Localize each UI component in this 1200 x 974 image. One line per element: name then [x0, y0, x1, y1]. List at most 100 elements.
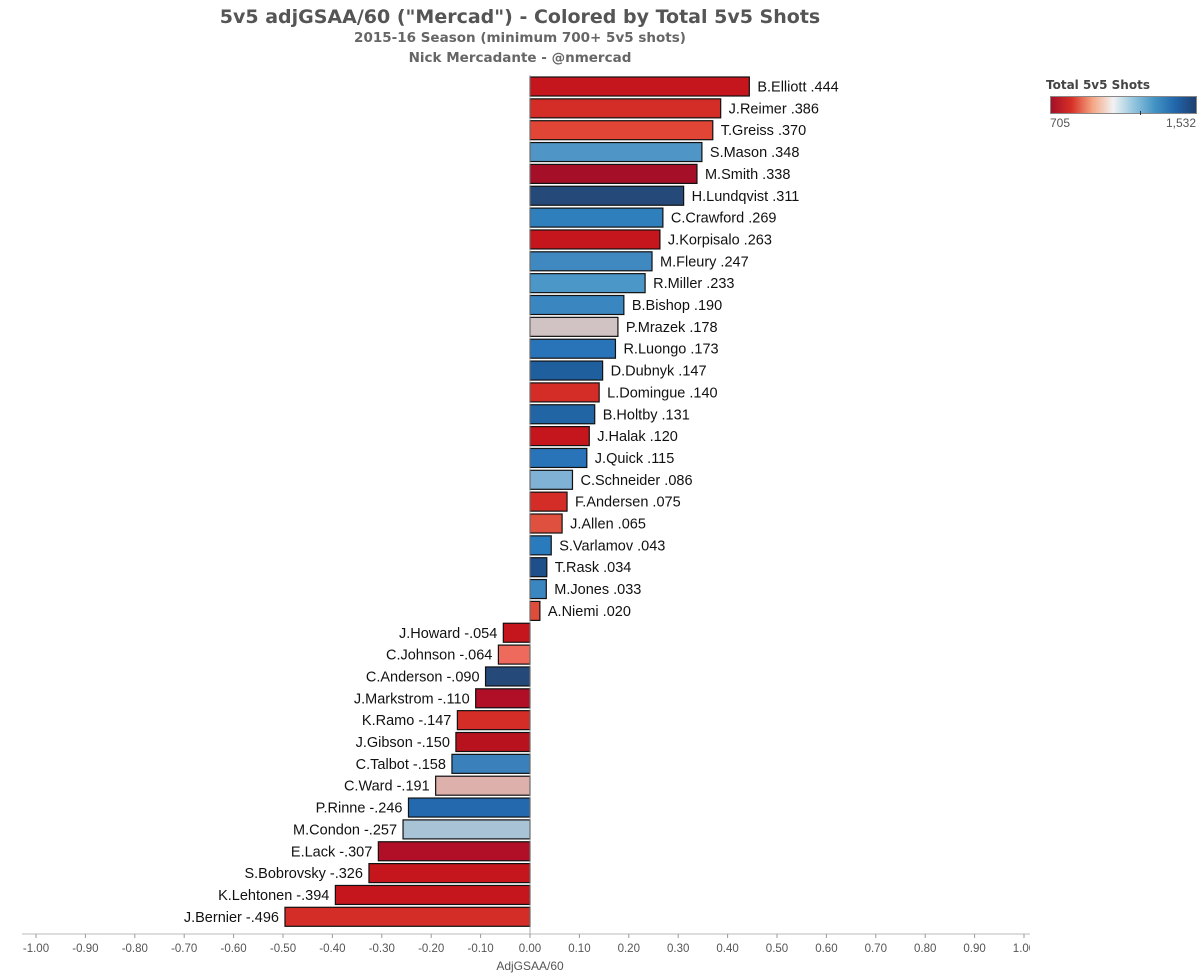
bar [529, 120, 714, 141]
bar [529, 600, 541, 622]
bar [529, 469, 574, 490]
legend-title: Total 5v5 Shots [1046, 78, 1150, 92]
bar-label: C.Ward -.191 [344, 779, 430, 795]
bar [502, 622, 531, 643]
x-tick-label: -0.10 [467, 943, 493, 955]
bar-label: T.Greiss .370 [721, 123, 806, 139]
bar-label: A.Niemi .020 [548, 604, 631, 620]
bar [529, 447, 588, 469]
bar [497, 644, 531, 665]
x-tick-label: 0.30 [667, 943, 689, 955]
bar [529, 360, 604, 381]
bar [529, 426, 590, 447]
bar-label: R.Luongo .173 [623, 342, 718, 358]
bar [529, 491, 568, 512]
legend-min-label: 705 [1050, 116, 1071, 130]
bar-label: C.Anderson -.090 [366, 669, 480, 685]
bar-label: C.Crawford .269 [671, 211, 777, 227]
x-tick-label: 0.40 [716, 943, 738, 955]
bar [402, 819, 531, 840]
bar [529, 141, 703, 163]
chart-subtitle: 2015-16 Season (minimum 700+ 5v5 shots) [354, 30, 686, 46]
bar-label: J.Markstrom -.110 [354, 691, 470, 707]
x-tick-label: -0.90 [72, 943, 98, 955]
bar-label: R.Miller .233 [653, 276, 734, 292]
bar-label: J.Korpisalo .263 [668, 232, 772, 248]
legend-max-label: 1,532 [1165, 116, 1196, 130]
x-tick-label: 1.00 [1013, 943, 1030, 955]
bar-label: F.Andersen .075 [575, 495, 681, 511]
bar [529, 535, 552, 556]
bar [529, 557, 548, 578]
bar-label: E.Lack -.307 [291, 844, 372, 860]
bar-label: S.Varlamov .043 [559, 538, 665, 554]
chart-title: 5v5 adjGSAA/60 ("Mercad") - Colored by T… [219, 6, 821, 28]
bar [475, 688, 531, 709]
bar [284, 906, 531, 927]
bar-label: T.Rask .034 [555, 560, 632, 576]
bar-chart: B.Elliott .444 J.Reimer .386 T.Greiss .370… [22, 75, 1030, 973]
x-tick-label: 0.10 [568, 943, 590, 955]
bar [456, 710, 531, 731]
bar-label: M.Jones .033 [554, 582, 641, 598]
x-tick-label: -0.30 [369, 943, 395, 955]
x-tick-label: -0.50 [270, 943, 296, 955]
bar [529, 76, 750, 97]
legend-gradient-bar [1050, 96, 1197, 114]
bar [529, 98, 722, 119]
bar [529, 185, 685, 206]
x-tick-label: 0.90 [963, 943, 985, 955]
bar-label: M.Smith .338 [705, 167, 790, 183]
x-tick-label: -0.40 [319, 943, 345, 955]
x-tick-label: 0.60 [815, 943, 837, 955]
bar-label: J.Bernier -.496 [184, 910, 279, 926]
bar [529, 163, 698, 184]
bar [451, 753, 531, 774]
bar [529, 229, 661, 250]
x-tick-label: 0.80 [914, 943, 936, 955]
bar [407, 797, 531, 818]
bar [529, 513, 563, 534]
bar [435, 775, 531, 796]
bar-label: B.Elliott .444 [757, 80, 838, 96]
bar [529, 316, 619, 337]
bar [529, 382, 600, 403]
bar [368, 862, 531, 884]
bar [529, 294, 625, 316]
x-tick-label: -1.00 [23, 943, 49, 955]
bar [529, 338, 617, 359]
bar-label: D.Dubnyk .147 [611, 364, 707, 380]
bar-label: M.Condon -.257 [293, 822, 397, 838]
bar-label: J.Reimer .386 [729, 101, 819, 117]
bar-label: P.Mrazek .178 [626, 320, 718, 336]
x-tick-label: -0.60 [220, 943, 246, 955]
bar-label: J.Halak .120 [597, 429, 678, 445]
bar-label: J.Quick .115 [595, 451, 675, 467]
bar [484, 666, 531, 687]
bar-label: K.Lehtonen -.394 [218, 888, 329, 904]
bar-label: H.Lundqvist .311 [692, 189, 800, 205]
bar-label: S.Mason .348 [710, 145, 799, 161]
bar-label: J.Howard -.054 [399, 626, 497, 642]
x-tick-label: -0.20 [418, 943, 444, 955]
color-legend: Total 5v5 Shots 705 1,532 [1032, 78, 1200, 130]
bar-label: P.Rinne -.246 [316, 801, 403, 817]
bar-label: J.Gibson -.150 [356, 735, 450, 751]
bar-label: M.Fleury .247 [660, 254, 749, 270]
bar [377, 841, 531, 862]
bar-label: C.Johnson -.064 [386, 648, 492, 664]
x-tick-label: 0.00 [519, 943, 541, 955]
chart-author: Nick Mercadante - @nmercad [408, 50, 632, 66]
bar [529, 273, 646, 294]
x-tick-label: -0.70 [171, 943, 197, 955]
bar [455, 731, 531, 753]
bar-label: K.Ramo -.147 [362, 713, 451, 729]
bar-label: L.Domingue .140 [607, 385, 717, 401]
x-tick-label: 0.20 [618, 943, 640, 955]
x-axis-label: AdjGSAA/60 [496, 959, 564, 973]
bar-label: S.Bobrovsky -.326 [244, 866, 362, 882]
bar [529, 207, 664, 228]
bar [529, 404, 596, 425]
x-tick-label: -0.80 [122, 943, 148, 955]
bar-label: B.Bishop .190 [632, 298, 722, 314]
